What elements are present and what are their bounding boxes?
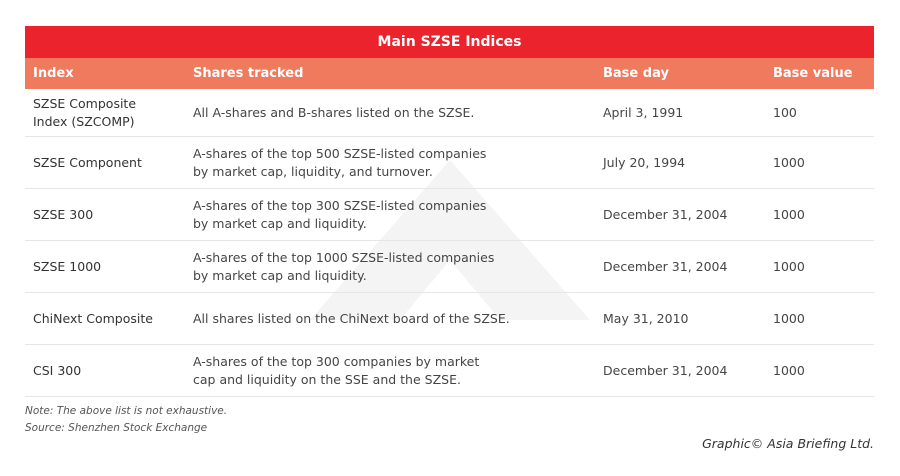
cell-base-day: July 20, 1994 — [603, 154, 686, 170]
cell-base-day: December 31, 2004 — [603, 258, 728, 274]
cell-base-day: May 31, 2010 — [603, 310, 689, 326]
footnotes: Note: The above list is not exhaustive. … — [25, 403, 227, 437]
cell-base-value: 1000 — [773, 310, 805, 326]
cell-index: ChiNext Composite — [33, 310, 153, 326]
table-row: SZSE 300 A-shares of the top 300 SZSE-li… — [25, 189, 874, 241]
column-header-base-day: Base day — [603, 66, 669, 81]
cell-base-value: 100 — [773, 104, 797, 120]
table-title: Main SZSE Indices — [25, 26, 874, 58]
indices-table: Main SZSE Indices Index Shares tracked B… — [25, 26, 874, 397]
table-row: ChiNext Composite All shares listed on t… — [25, 293, 874, 345]
note-text: Note: The above list is not exhaustive. — [25, 405, 228, 417]
table-header: Index Shares tracked Base day Base value — [25, 58, 874, 89]
cell-index: SZSE Composite Index (SZCOMP) — [33, 95, 137, 129]
cell-index: CSI 300 — [33, 362, 82, 378]
table-row: CSI 300 A-shares of the top 300 companie… — [25, 345, 874, 397]
credit-text: Graphic© Asia Briefing Ltd. — [702, 436, 874, 451]
column-header-base-value: Base value — [773, 66, 853, 81]
cell-shares: All A-shares and B-shares listed on the … — [193, 104, 475, 120]
source-text: Source: Shenzhen Stock Exchange — [25, 422, 208, 434]
cell-index: SZSE 1000 — [33, 258, 102, 274]
table-row: SZSE Composite Index (SZCOMP) All A-shar… — [25, 89, 874, 137]
cell-shares: All shares listed on the ChiNext board o… — [193, 310, 510, 326]
cell-base-value: 1000 — [773, 206, 805, 222]
column-header-index: Index — [33, 66, 74, 81]
cell-base-value: 1000 — [773, 258, 805, 274]
table-row: SZSE 1000 A-shares of the top 1000 SZSE-… — [25, 241, 874, 293]
column-header-shares: Shares tracked — [193, 66, 304, 81]
cell-base-day: December 31, 2004 — [603, 206, 728, 222]
cell-base-day: April 3, 1991 — [603, 104, 684, 120]
cell-shares: A-shares of the top 300 companies by mar… — [193, 353, 480, 387]
cell-base-value: 1000 — [773, 154, 805, 170]
cell-base-day: December 31, 2004 — [603, 362, 728, 378]
cell-index: SZSE 300 — [33, 206, 94, 222]
cell-shares: A-shares of the top 1000 SZSE-listed com… — [193, 249, 495, 283]
cell-base-value: 1000 — [773, 362, 805, 378]
cell-index: SZSE Component — [33, 154, 142, 170]
table-row: SZSE Component A-shares of the top 500 S… — [25, 137, 874, 189]
cell-shares: A-shares of the top 300 SZSE-listed comp… — [193, 197, 487, 231]
cell-shares: A-shares of the top 500 SZSE-listed comp… — [193, 145, 487, 179]
